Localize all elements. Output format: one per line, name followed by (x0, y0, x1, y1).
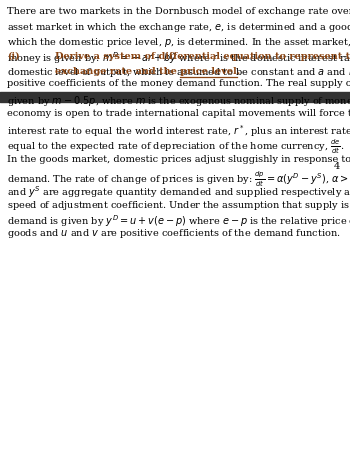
Text: exchange rate and the price level.: exchange rate and the price level. (55, 66, 240, 76)
Text: which the domestic price level, $p$, is determined. In the asset market, the dem: which the domestic price level, $p$, is … (7, 36, 350, 49)
Text: asset market in which the exchange rate, $e$, is determined and a goods market i: asset market in which the exchange rate,… (7, 21, 350, 35)
Text: and $y^S$ are aggregate quantity demanded and supplied respectively and $\alpha$: and $y^S$ are aggregate quantity demande… (7, 184, 350, 200)
Text: 4: 4 (334, 162, 340, 171)
Text: demand is given by $y^D = u + v(e - p)$ where $e - p$ is the relative price of d: demand is given by $y^D = u + v(e - p)$ … (7, 213, 350, 229)
Text: goods and $u$ and $v$ are positive coefficients of the demand function.: goods and $u$ and $v$ are positive coeff… (7, 227, 341, 241)
Text: given by $m - 0.5p$, where $m$ is the exogenous nominal supply of money. Since t: given by $m - 0.5p$, where $m$ is the ex… (7, 94, 350, 108)
Text: positive coefficients of the money demand function. The real supply of money is: positive coefficients of the money deman… (7, 79, 350, 89)
Text: equal to the expected rate of depreciation of the home currency, $\frac{de}{dt}$: equal to the expected rate of depreciati… (7, 137, 344, 156)
Text: money is given by: $m^D = -ar + b\bar{y}$ where $r$ is the domestic interest rat: money is given by: $m^D = -ar + b\bar{y}… (7, 50, 350, 66)
Text: Derive a system of differential equation to represent the rate of change of the: Derive a system of differential equation… (55, 52, 350, 61)
Text: In the goods market, domestic prices adjust sluggishly in response to excess: In the goods market, domestic prices adj… (7, 155, 350, 164)
Text: There are two markets in the Dornbusch model of exchange rate overshooting: an: There are two markets in the Dornbusch m… (7, 7, 350, 16)
Text: demand. The rate of change of prices is given by: $\frac{dp}{dt} = \alpha(y^D - : demand. The rate of change of prices is … (7, 170, 350, 189)
Text: (i): (i) (7, 52, 20, 61)
Text: interest rate to equal the world interest rate, $r^*$, plus an interest rate dif: interest rate to equal the world interes… (7, 123, 350, 139)
Text: domestic level of output, which is assumed to be constant and $a$ and $b$ are co: domestic level of output, which is assum… (7, 65, 350, 79)
Text: economy is open to trade international capital movements will force the domestic: economy is open to trade international c… (7, 108, 350, 118)
Text: speed of adjustment coefficient. Under the assumption that supply is fixed at $\: speed of adjustment coefficient. Under t… (7, 198, 350, 212)
